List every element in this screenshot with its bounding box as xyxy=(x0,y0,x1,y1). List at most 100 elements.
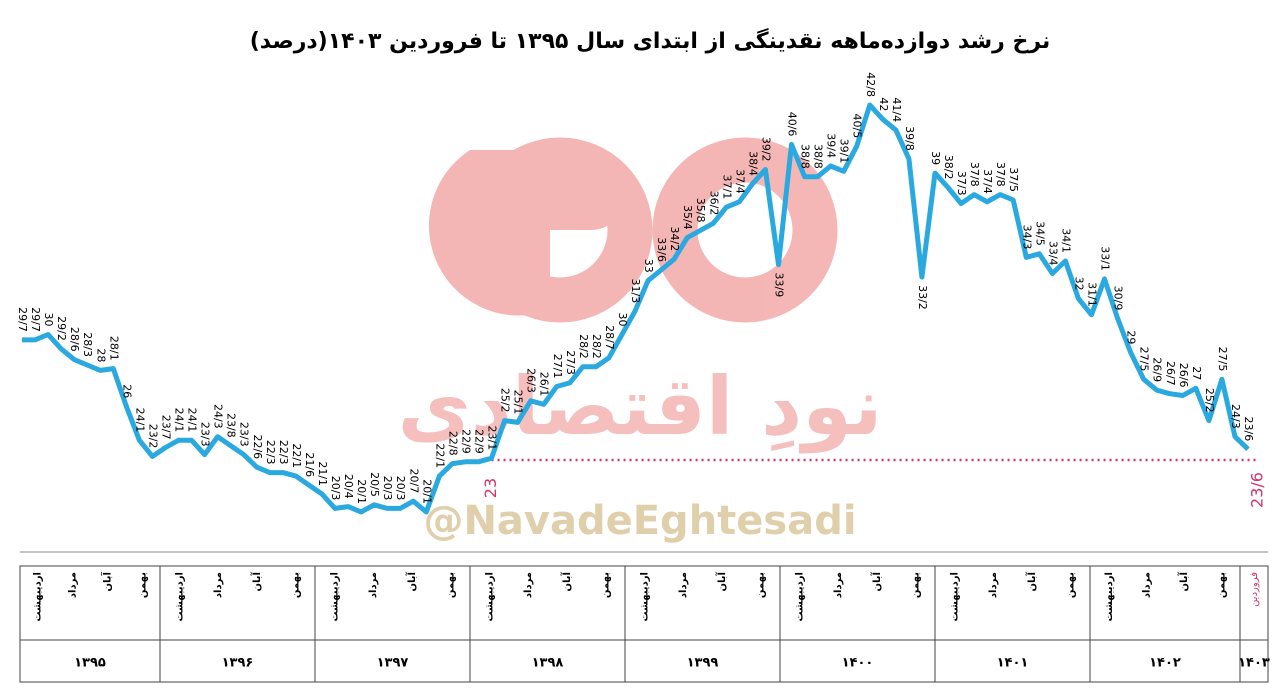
data-label: 25/1 xyxy=(512,390,525,415)
data-label: 38/8 xyxy=(799,144,812,169)
data-label: 26/7 xyxy=(1164,361,1177,386)
data-label: 27 xyxy=(1190,366,1203,380)
data-label: 20/3 xyxy=(329,476,342,501)
data-label: 20/1 xyxy=(355,479,368,504)
data-label: 34/1 xyxy=(1059,228,1072,253)
data-label: 41/4 xyxy=(890,97,903,122)
data-label: 30 xyxy=(616,312,629,326)
line xyxy=(22,102,1250,515)
data-label: 28/1 xyxy=(107,336,120,361)
month-label: اردیبهشت xyxy=(949,572,960,622)
month-label: مرداد xyxy=(368,572,379,598)
month-label: فروردین xyxy=(1249,572,1260,607)
data-label: 23/2 xyxy=(146,424,159,449)
month-label: بهمن xyxy=(291,572,302,598)
month-label: اردیبهشت xyxy=(1104,572,1115,622)
month-label: بهمن xyxy=(756,572,767,598)
data-label: 37/5 xyxy=(1007,167,1020,192)
data-label: 37/8 xyxy=(994,162,1007,187)
watermark-handle: @NavadeEghtesadi xyxy=(423,498,856,544)
data-label: 24/3 xyxy=(212,404,225,429)
data-label: 39 xyxy=(929,151,942,165)
month-label: مرداد xyxy=(1141,572,1152,598)
data-label: 29 xyxy=(1125,330,1138,344)
data-label: 27/1 xyxy=(551,354,564,379)
data-label: 34/5 xyxy=(1033,221,1046,246)
data-label: 21/1 xyxy=(316,461,329,486)
data-label: 33 xyxy=(642,259,655,273)
data-label: 22/1 xyxy=(433,443,446,468)
month-label: مرداد xyxy=(678,572,689,598)
data-label: 24/1 xyxy=(173,408,186,433)
month-label: آبان xyxy=(1177,571,1190,591)
data-label: 28/3 xyxy=(81,332,94,357)
month-label: مرداد xyxy=(833,572,844,598)
data-label: 31/1 xyxy=(1085,282,1098,307)
data-label: 20/4 xyxy=(342,474,355,499)
data-label: 28/2 xyxy=(577,334,590,359)
data-label: 30 xyxy=(42,312,55,326)
data-label: 37/3 xyxy=(955,171,968,196)
data-label: 23/6 xyxy=(1242,417,1255,442)
month-label: بهمن xyxy=(1066,572,1077,598)
year-label: ۱۳۹۸ xyxy=(532,656,564,671)
year-label: ۱۴۰۰ xyxy=(842,656,874,671)
month-label: آبان xyxy=(250,571,263,591)
data-label: 26/3 xyxy=(525,368,538,393)
data-label: 26/9 xyxy=(1151,357,1164,382)
data-label: 20/3 xyxy=(394,476,407,501)
data-label: 22/8 xyxy=(446,431,459,456)
data-label: 22/9 xyxy=(472,429,485,454)
data-label: 40/5 xyxy=(851,114,864,139)
data-label: 22/6 xyxy=(251,434,264,459)
data-label: 35/4 xyxy=(681,205,694,230)
data-label: 27/5 xyxy=(1138,347,1151,372)
logo-shape xyxy=(428,150,630,316)
logo-ring xyxy=(467,137,653,323)
data-label: 38/8 xyxy=(812,144,825,169)
data-label: 28/7 xyxy=(603,325,616,350)
year-label: ۱۴۰۳ xyxy=(1238,656,1270,671)
year-label: ۱۴۰۲ xyxy=(1149,656,1181,671)
data-label: 38/2 xyxy=(942,155,955,180)
logo-ring xyxy=(652,137,838,323)
data-label: 24/1 xyxy=(133,408,146,433)
data-label: 37/8 xyxy=(968,162,981,187)
month-label: بهمن xyxy=(1216,572,1227,598)
month-label: اردیبهشت xyxy=(33,572,44,622)
data-label: 31/3 xyxy=(629,278,642,303)
data-label: 20/7 xyxy=(407,469,420,494)
data-label: 22/1 xyxy=(290,443,303,468)
data-label: 22/3 xyxy=(264,440,277,465)
data-label: 34/2 xyxy=(668,226,681,251)
month-label: آبان xyxy=(1025,571,1038,591)
data-label: 37/4 xyxy=(733,169,746,194)
month-label: اردیبهشت xyxy=(794,572,805,622)
data-label: 25/2 xyxy=(499,388,512,413)
year-label: ۱۳۹۵ xyxy=(74,656,106,671)
month-label: اردیبهشت xyxy=(329,572,340,622)
data-label: 33/1 xyxy=(1099,246,1112,271)
chart-title: نرخ رشد دوازده‌ماهه نقدینگی از ابتدای سا… xyxy=(250,27,1051,54)
reference-label: 23 xyxy=(481,478,500,498)
data-label: 23/8 xyxy=(225,413,238,438)
data-label: 25/2 xyxy=(1203,388,1216,413)
month-label: مرداد xyxy=(523,572,534,598)
year-label: ۱۳۹۹ xyxy=(687,656,719,671)
data-label: 30/9 xyxy=(1112,286,1125,311)
month-label: آبان xyxy=(405,571,418,591)
data-label: 37/4 xyxy=(981,169,994,194)
watermark: نودِ اقتصادی xyxy=(398,360,883,454)
year-label: ۱۴۰۱ xyxy=(997,656,1029,671)
data-label: 21/6 xyxy=(303,452,316,477)
data-label: 23/3 xyxy=(199,422,212,447)
data-label: 33/2 xyxy=(916,285,929,310)
data-label: 29/2 xyxy=(55,316,68,341)
data-label: 24/1 xyxy=(186,408,199,433)
month-label: اردیبهشت xyxy=(484,572,495,622)
end-label: 23/6 xyxy=(1248,472,1267,508)
data-label: 29/7 xyxy=(29,307,42,332)
data-label: 36/2 xyxy=(707,191,720,216)
